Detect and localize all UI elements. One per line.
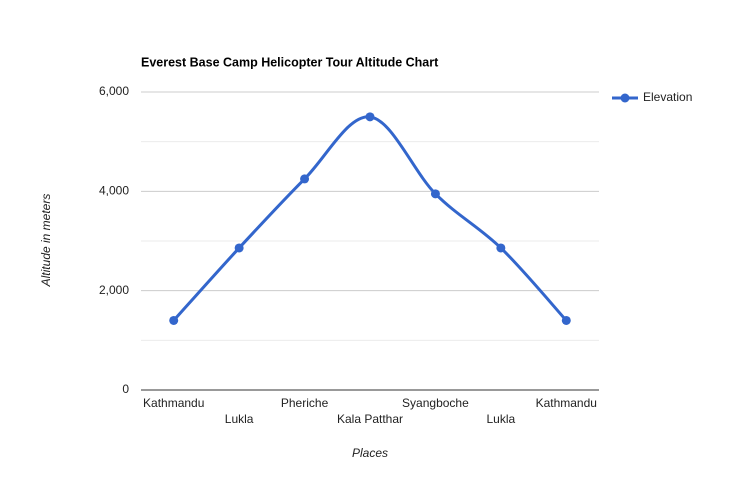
data-point bbox=[234, 243, 244, 253]
chart-title: Everest Base Camp Helicopter Tour Altitu… bbox=[141, 55, 439, 69]
x-axis-title: Places bbox=[352, 446, 388, 460]
data-point bbox=[365, 112, 375, 122]
x-tick-label: Kala Patthar bbox=[337, 412, 403, 426]
data-point bbox=[496, 243, 506, 253]
y-axis-title: Altitude in meters bbox=[39, 194, 53, 288]
x-tick-label: Pheriche bbox=[281, 396, 329, 410]
legend-marker bbox=[620, 93, 630, 103]
y-tick-label: 0 bbox=[122, 382, 129, 396]
x-tick-label: Kathmandu bbox=[143, 396, 204, 410]
y-tick-label: 6,000 bbox=[99, 84, 129, 98]
data-point bbox=[561, 315, 571, 325]
data-point bbox=[169, 315, 179, 325]
series-line bbox=[172, 115, 568, 322]
x-tick-label: Kathmandu bbox=[536, 396, 597, 410]
legend-label: Elevation bbox=[643, 90, 692, 104]
x-tick-label: Lukla bbox=[487, 412, 516, 426]
data-point bbox=[300, 174, 310, 184]
x-tick-label: Syangboche bbox=[402, 396, 469, 410]
data-point bbox=[430, 189, 440, 199]
x-tick-label: Lukla bbox=[225, 412, 254, 426]
y-tick-label: 4,000 bbox=[99, 184, 129, 198]
y-tick-label: 2,000 bbox=[99, 283, 129, 297]
